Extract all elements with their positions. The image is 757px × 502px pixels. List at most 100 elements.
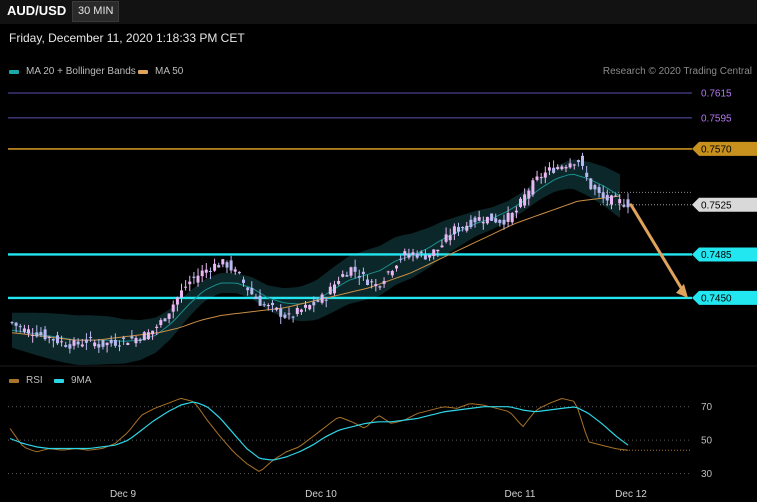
candle-body xyxy=(341,274,345,277)
x-tick-Dec-11: Dec 11 xyxy=(505,489,536,500)
candle-body xyxy=(126,342,130,345)
candle-body xyxy=(572,164,576,166)
candle-body xyxy=(27,329,30,334)
legend-rsi: RSI xyxy=(9,375,43,386)
candle-body xyxy=(428,255,432,258)
candle-body xyxy=(469,219,473,227)
candle-body xyxy=(18,326,22,328)
candle-body xyxy=(395,265,398,269)
candle-body xyxy=(432,249,436,256)
candle-body xyxy=(72,340,76,346)
candle-body xyxy=(378,286,382,288)
candle-body xyxy=(151,330,155,335)
candle-body xyxy=(308,305,312,310)
candle-body xyxy=(204,269,208,273)
candle-body xyxy=(196,275,200,283)
rsi-tick-70: 70 xyxy=(701,402,713,413)
timeframe-badge[interactable]: 30 MIN xyxy=(72,1,120,22)
symbol-label[interactable]: AUD/USD xyxy=(7,3,67,18)
candle-body xyxy=(208,271,212,272)
candle-body xyxy=(361,271,365,275)
candle-body xyxy=(64,345,68,347)
candle-body xyxy=(43,329,47,340)
candle-body xyxy=(266,305,270,306)
candle-body xyxy=(403,251,407,256)
candle-body xyxy=(353,266,357,272)
legend-ma20-swatch xyxy=(9,69,19,74)
candle-body xyxy=(22,328,26,332)
candle-body xyxy=(589,178,593,190)
candle-body xyxy=(539,177,543,179)
candle-body xyxy=(221,259,225,265)
candle-body xyxy=(333,284,336,294)
candle-body xyxy=(465,225,469,231)
candle-body xyxy=(105,342,109,346)
candle-body xyxy=(366,279,369,285)
candlesticks-layer xyxy=(10,152,630,354)
legend-rsi-ma-label: 9MA xyxy=(71,375,92,386)
candle-body xyxy=(618,199,622,204)
candle-body xyxy=(473,217,477,223)
x-tick-Dec-10: Dec 10 xyxy=(305,489,337,500)
candle-body xyxy=(171,304,175,312)
level-label-0.7525: 0.7525 xyxy=(701,200,732,211)
candle-body xyxy=(457,227,460,232)
candle-body xyxy=(481,222,485,224)
candle-body xyxy=(295,308,299,314)
candle-body xyxy=(568,163,572,168)
candle-body xyxy=(324,299,328,301)
candle-body xyxy=(552,167,556,173)
candle-body xyxy=(51,338,55,341)
candle-body xyxy=(494,218,498,223)
candle-body xyxy=(279,308,283,317)
candle-body xyxy=(200,270,204,277)
candle-body xyxy=(250,288,254,295)
candle-body xyxy=(407,254,411,258)
candle-body xyxy=(448,235,452,241)
candle-body xyxy=(213,263,217,271)
candle-body xyxy=(39,332,43,335)
candle-body xyxy=(386,271,390,273)
rsi-panel: 70 50 30 xyxy=(8,397,713,480)
candle-body xyxy=(337,281,341,284)
candle-body xyxy=(527,190,531,199)
candle-body xyxy=(225,262,229,268)
candle-body xyxy=(535,176,539,180)
candle-body xyxy=(622,204,626,207)
bollinger-band xyxy=(12,159,620,365)
forecast-arrow-head xyxy=(676,283,688,298)
level-tag-0.7485 xyxy=(692,247,757,262)
candle-body xyxy=(411,252,415,255)
candle-body xyxy=(93,342,97,347)
candle-body xyxy=(506,213,510,222)
candle-body xyxy=(167,313,171,319)
candle-body xyxy=(423,255,427,260)
level-label-0.7485: 0.7485 xyxy=(701,250,732,261)
candle-body xyxy=(498,219,502,223)
candle-body xyxy=(320,294,324,303)
candle-body xyxy=(519,198,522,207)
candle-body xyxy=(192,276,196,278)
legend-ma20-bollinger: MA 20 + Bollinger Bands xyxy=(9,66,136,77)
candle-body xyxy=(84,339,88,343)
candle-body xyxy=(242,279,245,283)
candle-body xyxy=(610,195,613,205)
candle-body xyxy=(109,340,113,344)
candle-body xyxy=(614,195,618,197)
candle-body xyxy=(299,309,303,312)
research-credit: Research © 2020 Trading Central xyxy=(602,66,752,77)
candle-body xyxy=(440,245,444,248)
level-tag-0.7450 xyxy=(692,290,757,305)
candle-body xyxy=(349,267,353,276)
candle-body xyxy=(60,341,64,343)
rsi-tick-50: 50 xyxy=(701,436,713,447)
candle-body xyxy=(146,332,150,340)
candle-body xyxy=(502,219,506,225)
candle-body xyxy=(35,332,39,337)
candle-body xyxy=(287,313,291,315)
candle-body xyxy=(155,326,159,328)
x-tick-Dec-12: Dec 12 xyxy=(615,489,647,500)
level-label-0.7595: 0.7595 xyxy=(701,113,732,124)
candle-body xyxy=(626,199,630,208)
